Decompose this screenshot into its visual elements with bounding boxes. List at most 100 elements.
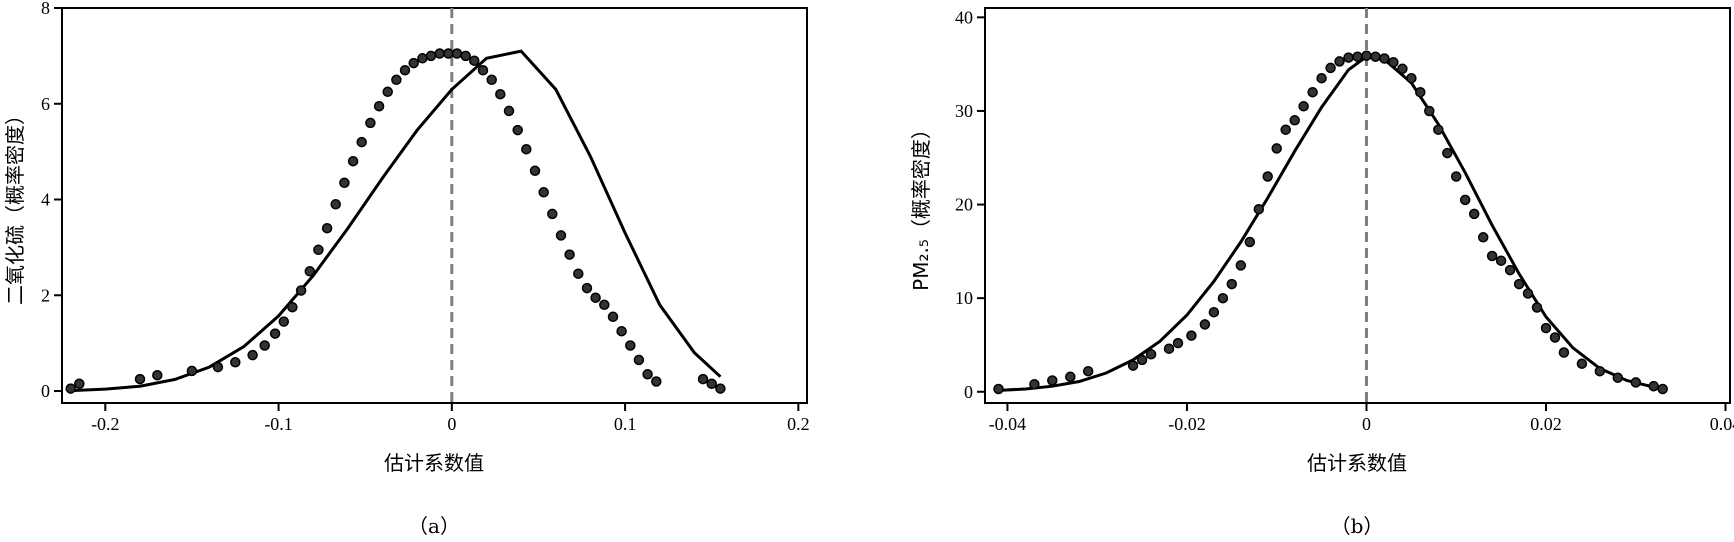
panel-a-data-point <box>247 349 258 361</box>
panel-a-data-point <box>65 383 76 394</box>
panel-a-data-point <box>287 301 298 313</box>
panel-a-data-point <box>633 354 645 366</box>
panel-b-data-point <box>1145 349 1157 360</box>
panel-a-data-point <box>434 48 445 59</box>
panel-a-data-point <box>477 64 489 76</box>
panel-b-panel-label: （b） <box>1331 514 1384 538</box>
panel-a-data-point <box>503 105 515 117</box>
panel-b-plot-area: -0.04 -0.02 0 0.02 0.04 0 10 20 30 40 <box>955 7 1734 434</box>
panel-a-xtick-label: 0.1 <box>614 414 637 434</box>
panel-b-data-point <box>1612 372 1624 383</box>
panel-a-ytick-label: 2 <box>41 285 50 305</box>
panel-a-data-point <box>512 124 523 136</box>
panel-a-data-point <box>399 64 411 76</box>
panel-a-data-point <box>581 282 593 294</box>
panel-b-data-point <box>1253 203 1265 215</box>
panel-b-data-point <box>1504 264 1516 276</box>
panel-a-data-point <box>616 325 627 337</box>
panel-a-data-point <box>321 222 333 234</box>
panel-a-data-point <box>564 249 575 260</box>
panel-b-ytick-label: 0 <box>964 382 973 402</box>
panel-a-data-point <box>529 165 541 177</box>
panel-a-density-curve <box>70 49 722 393</box>
panel-a-data-point <box>486 74 497 86</box>
panel-a-ytick-label: 8 <box>41 0 50 18</box>
panel-b-data-point <box>1540 322 1552 334</box>
panel-a-xtick-label: -0.2 <box>91 414 120 434</box>
panel-b-data-point <box>1433 124 1444 135</box>
panel-b-data-point <box>993 383 1004 395</box>
panel-b-data-point <box>1352 51 1363 62</box>
panel-b-data-point <box>1280 124 1291 135</box>
panel-b-data-point <box>1549 332 1561 343</box>
panel-a-data-point <box>295 285 307 296</box>
panel-b-data-point <box>1334 56 1345 67</box>
panel-b-data-point <box>1127 360 1139 371</box>
panel-a-data-point <box>356 136 367 148</box>
panel-b-data-point <box>1558 347 1570 358</box>
panel-b-yticks: 0 10 20 30 40 <box>955 7 985 402</box>
panel-a-data-point <box>443 48 454 59</box>
panel-b-data-point <box>1307 86 1318 98</box>
panel-b-xtick-label: -0.04 <box>989 414 1027 434</box>
panel-a-data-point <box>408 57 419 69</box>
panel-b-data-point <box>1361 50 1372 61</box>
panel-b-data-point <box>1316 72 1327 84</box>
panel-b-xticks: -0.04 -0.02 0 0.02 0.04 <box>989 403 1734 434</box>
panel-a-data-point <box>304 266 316 277</box>
chart-panel-a: -0.2 -0.1 0 0.1 0.2 0 2 4 6 8 估计系数值 （a） 二氧化硫（概率密… <box>3 0 810 538</box>
panel-b-data-point <box>1459 194 1471 206</box>
panel-a-panel-label: （a） <box>408 514 460 538</box>
panel-b-data-point <box>1271 143 1282 154</box>
panel-b-data-point <box>1298 101 1309 112</box>
panel-a-markers <box>65 48 726 394</box>
panel-a-data-point <box>269 328 281 339</box>
panel-a-y-axis-title: 二氧化硫（概率密度） <box>3 105 27 305</box>
panel-a-data-point <box>339 177 350 189</box>
panel-b-data-point <box>1424 105 1435 117</box>
panel-a-xticks: -0.2 -0.1 0 0.1 0.2 <box>91 403 810 434</box>
panel-b-data-point <box>1370 51 1381 62</box>
panel-b-ytick-label: 40 <box>955 7 973 27</box>
panel-b-data-point <box>1082 365 1094 377</box>
panel-a-data-point <box>186 365 198 377</box>
panel-a-ytick-label: 0 <box>41 381 50 401</box>
panel-b-data-point <box>1531 302 1543 313</box>
panel-a-plot-area: -0.2 -0.1 0 0.1 0.2 0 2 4 6 8 <box>41 0 810 434</box>
panel-a-data-point <box>259 340 270 351</box>
panel-a-data-point <box>538 187 549 198</box>
panel-a-data-point <box>347 155 359 167</box>
panel-b-data-point <box>1657 383 1668 395</box>
panel-b-data-point <box>1262 171 1273 182</box>
panel-a-data-point <box>651 376 662 387</box>
panel-b-data-point <box>1442 147 1453 159</box>
panel-a-data-point <box>469 55 480 66</box>
panel-b-plot-frame <box>984 7 1731 404</box>
panel-b-data-point <box>1630 377 1642 388</box>
panel-a-plot-frame <box>61 7 808 404</box>
panel-a-data-point <box>495 88 506 100</box>
panel-b-data-point <box>1495 255 1507 266</box>
panel-a-data-point <box>391 74 402 86</box>
panel-b-data-point <box>1217 292 1229 304</box>
panel-a-data-point <box>373 100 385 112</box>
panel-a-xtick-label: -0.1 <box>264 414 293 434</box>
panel-a-data-point <box>642 369 653 380</box>
panel-a-data-point <box>547 208 558 220</box>
panel-a-xtick-label: 0.2 <box>787 414 810 434</box>
panel-b-ytick-label: 10 <box>955 288 973 308</box>
panel-b-data-point <box>1406 72 1417 84</box>
panel-a-data-point <box>313 244 324 256</box>
panel-b-data-point <box>1576 358 1588 369</box>
panel-b-data-point <box>1486 250 1498 262</box>
panel-b-ytick-label: 20 <box>955 195 973 215</box>
panel-b-data-point <box>1136 354 1148 366</box>
panel-a-ytick-label: 6 <box>41 94 50 114</box>
panel-b-data-point <box>1450 171 1462 182</box>
panel-b-data-point <box>1065 371 1076 383</box>
panel-a-data-point <box>460 50 471 62</box>
panel-a-data-point <box>555 230 567 241</box>
panel-b-data-point <box>1289 115 1300 126</box>
panel-a-data-point <box>330 199 341 210</box>
